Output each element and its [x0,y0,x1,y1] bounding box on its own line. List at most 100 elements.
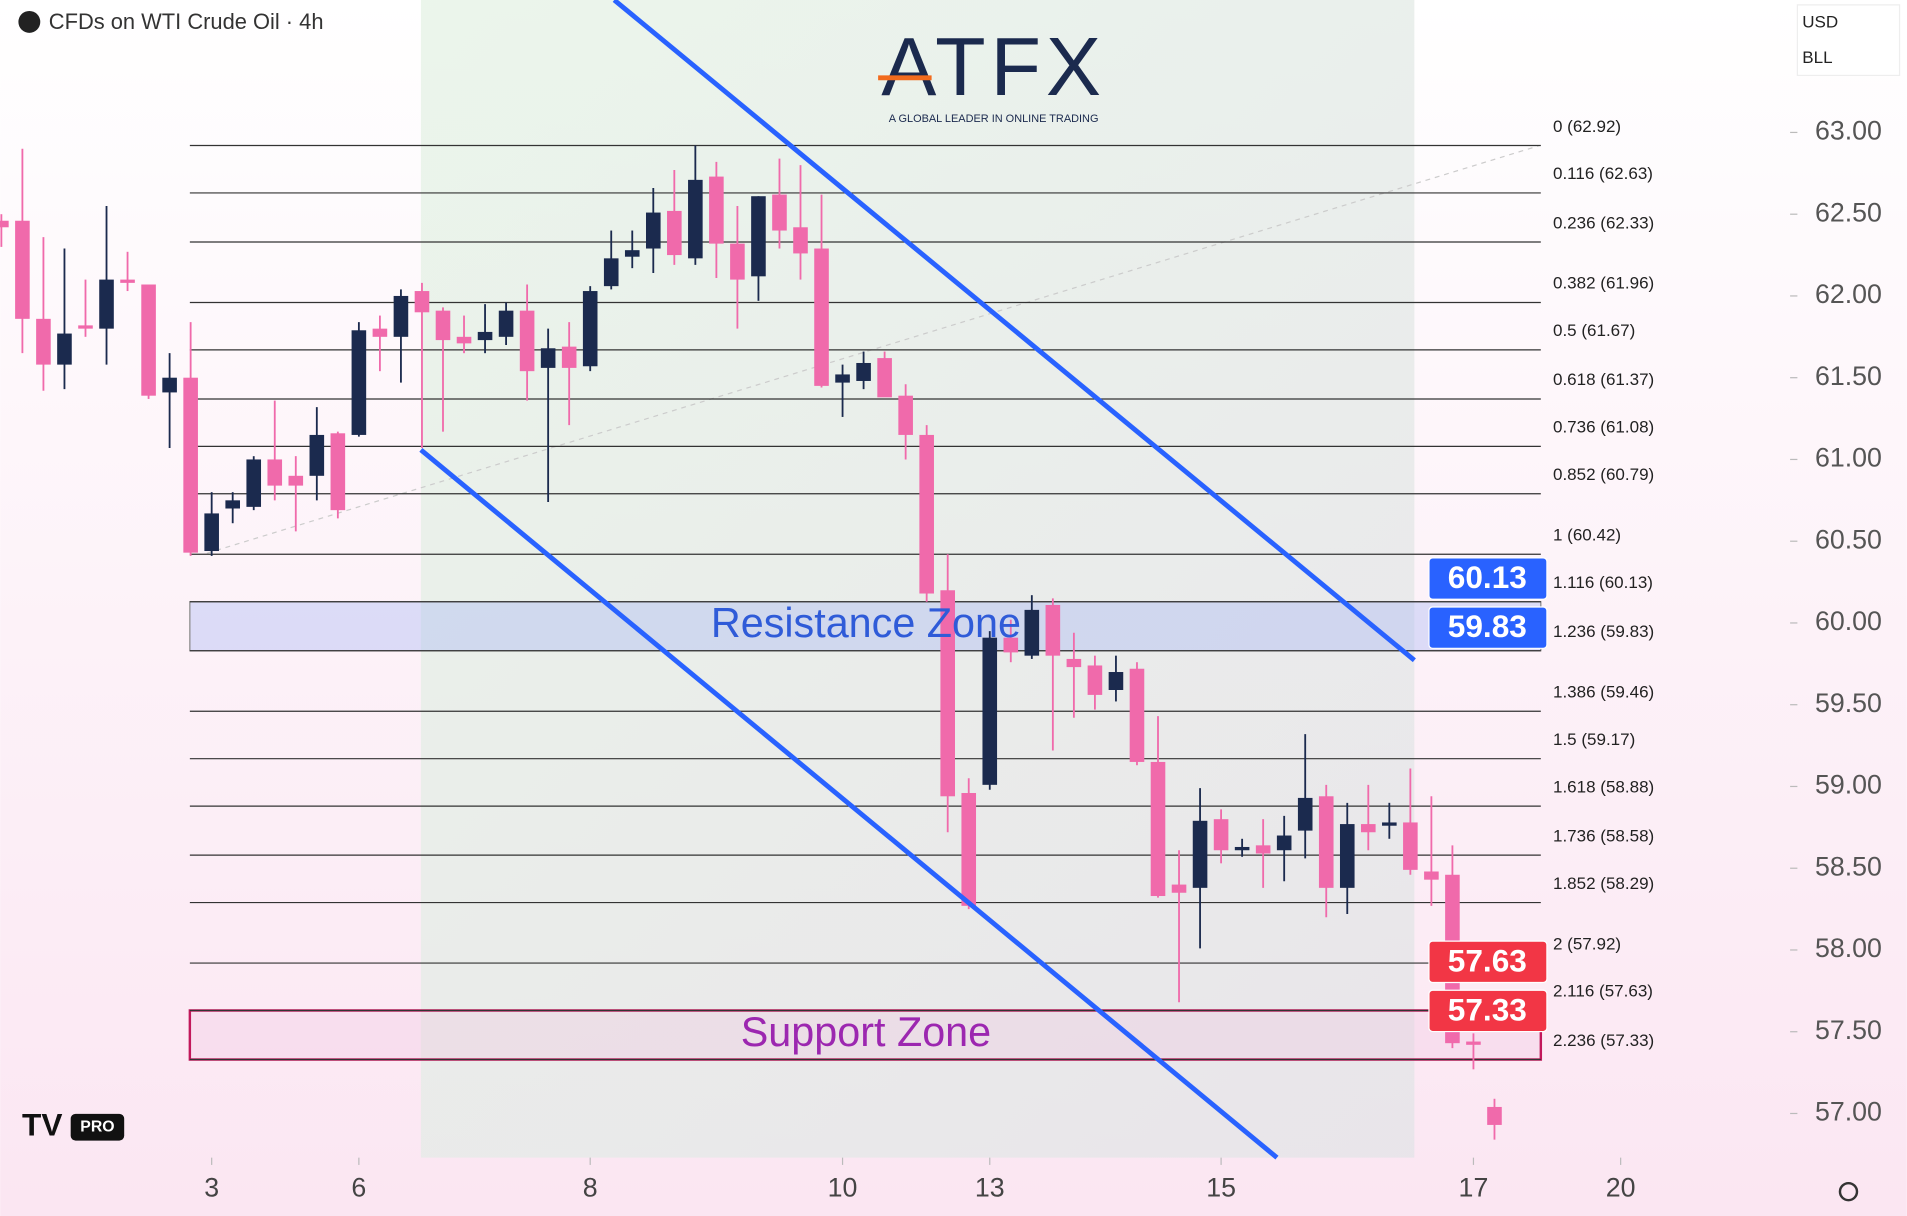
price-tag-label: 60.13 [1448,559,1527,595]
symbol-icon [18,10,41,33]
fib-label: 1.852 (58.29) [1553,874,1654,893]
candle-body [498,310,514,337]
candle-body [793,227,808,254]
symbol-title: CFDs on WTI Crude Oil · 4h [49,9,324,34]
candle-body [1297,797,1313,831]
candle-body [0,220,9,228]
x-tick-label: 20 [1606,1172,1636,1202]
candle-body [99,279,114,329]
candle-body [540,348,556,368]
x-tick-label: 8 [583,1172,598,1202]
unit[interactable]: BLL [1802,48,1832,67]
price-tag-label: 59.83 [1448,608,1527,644]
settings-icon[interactable] [1838,1181,1859,1202]
y-tick-label: 63.00 [1815,116,1882,146]
candle-body [414,291,430,313]
fib-label: 0 (62.92) [1553,117,1621,136]
price-tag [1428,557,1548,600]
candle-body [1150,761,1166,897]
x-tick-label: 3 [204,1172,219,1202]
candle-body [288,475,304,486]
candle-body [1382,822,1397,826]
x-tick-label: 15 [1206,1172,1236,1202]
price-tag [1428,989,1548,1033]
zone [189,601,1542,652]
y-tick-label: 59.50 [1815,688,1882,718]
fib-label: 1.618 (58.88) [1553,777,1654,796]
candle-body [183,377,198,553]
candle-body [1108,672,1124,691]
candle-body [814,248,829,386]
candle-body [57,333,72,365]
candle-body [78,325,93,329]
candle-body [1339,824,1355,888]
candle-body [1318,796,1334,888]
badge: PRO [80,1118,114,1135]
fib-label: 1.386 (59.46) [1553,683,1654,702]
candle-body [772,194,787,231]
candle-body [36,318,51,365]
candle-body [667,210,682,256]
candle-body [856,362,871,381]
fib-label: 0.236 (62.33) [1553,213,1654,232]
candle-body [204,513,219,552]
channel-shade [420,0,1415,1158]
price-tag [1428,606,1548,649]
candle-body [1024,609,1040,656]
candle-body [225,500,240,509]
fib-label: 2.236 (57.33) [1553,1031,1654,1050]
y-tick-label: 57.00 [1815,1097,1882,1127]
candle-body [435,310,451,341]
x-tick-label: 13 [975,1172,1005,1202]
candle-body [120,279,135,283]
y-tick-label: 61.00 [1815,443,1882,473]
candle-body [1276,835,1292,851]
candle-body [1192,820,1208,888]
candle-body [1213,819,1229,851]
x-tick-label: 10 [828,1172,858,1202]
candle-body [141,284,156,396]
candle-body [835,374,850,383]
candle-body [1255,845,1271,854]
candle-body [961,793,977,906]
candle-body [877,358,892,398]
fib-label: 2.116 (57.63) [1553,982,1653,1001]
currency[interactable]: USD [1802,13,1838,32]
candle-body [1466,1041,1481,1045]
fib-label: 0.382 (61.96) [1553,274,1654,293]
y-tick-label: 62.00 [1815,279,1882,309]
y-tick-label: 57.50 [1815,1015,1882,1045]
fib-label: 1.116 (60.13) [1553,573,1653,592]
channel-lower [419,448,1279,1160]
candle-body [267,459,283,486]
candle-body [456,336,472,344]
candle-body [1045,604,1061,656]
price-tag-label: 57.33 [1448,991,1527,1027]
x-tick-label: 17 [1459,1172,1489,1202]
candle-body [1066,658,1082,668]
candle-body [624,250,640,257]
fib-label: 1.736 (58.58) [1553,826,1654,845]
candle-body [15,220,30,319]
y-tick-label: 61.50 [1815,361,1882,391]
y-tick-label: 62.50 [1815,197,1882,227]
zone [188,1009,1543,1061]
fib-label: 0.852 (60.79) [1553,465,1654,484]
y-tick-label: 58.50 [1815,851,1882,881]
y-tick-label: 60.50 [1815,524,1882,554]
candle-body [1361,824,1376,833]
tv-logo: TV [22,1107,62,1143]
candle-body [1403,822,1418,870]
fib-label: 0.736 (61.08) [1553,418,1654,437]
candle-body [645,212,661,249]
zone-label: Support Zone [741,1009,991,1055]
candle-body [246,459,262,507]
y-tick-label: 59.00 [1815,770,1882,800]
price-tag-label: 57.63 [1448,942,1527,978]
fib-label: 0.116 (62.63) [1553,164,1653,183]
fib-label: 1 (60.42) [1553,526,1621,545]
fib-label: 2 (57.92) [1553,934,1621,953]
unit-box[interactable] [1796,4,1901,76]
